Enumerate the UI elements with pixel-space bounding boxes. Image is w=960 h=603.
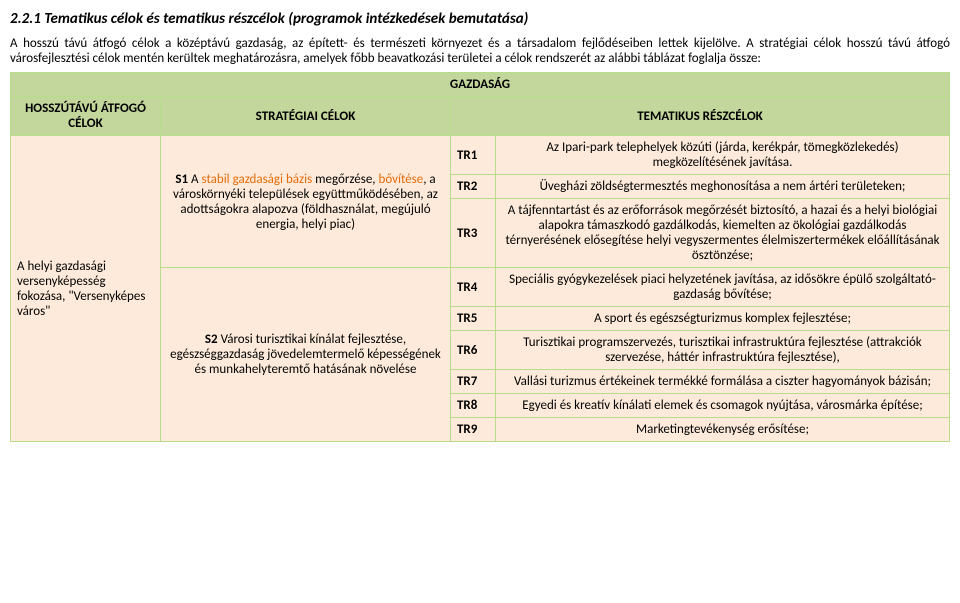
tr-code: TR8 — [451, 394, 496, 418]
goals-table: GAZDASÁG HOSSZÚTÁVÚ ÁTFOGÓ CÉLOK STRATÉG… — [10, 72, 950, 442]
tr-desc: Speciális gyógykezelések piaci helyzetén… — [496, 268, 950, 307]
long-term-goal-cell: A helyi gazdasági versenyképesség fokozá… — [11, 136, 161, 442]
section-title: 2.2.1 Tematikus célok és tematikus részc… — [10, 10, 950, 28]
s1-t1: A — [188, 172, 201, 187]
tr-code: TR3 — [451, 199, 496, 268]
s2-code: S2 — [205, 332, 218, 347]
tr-desc: Turisztikai programszervezés, turisztika… — [496, 331, 950, 370]
s1-orange2: bővítése — [378, 172, 423, 187]
strategy-s1-cell: S1 A stabil gazdasági bázis megőrzése, b… — [161, 136, 451, 268]
tr-code: TR7 — [451, 370, 496, 394]
col-head-1: HOSSZÚTÁVÚ ÁTFOGÓ CÉLOK — [11, 97, 161, 136]
tr-desc: Üvegházi zöldségtermesztés meghonosítása… — [496, 175, 950, 199]
s1-orange1: stabil gazdasági bázis — [202, 172, 313, 187]
col-head-2: STRATÉGIAI CÉLOK — [161, 97, 451, 136]
intro-paragraph: A hosszú távú átfogó célok a középtávú g… — [10, 36, 950, 66]
tr-desc: Marketingtevékenység erősítése; — [496, 418, 950, 442]
table-superheader: GAZDASÁG — [11, 73, 950, 97]
tr-desc: A tájfenntartást és az erőforrások megőr… — [496, 199, 950, 268]
tr-code: TR6 — [451, 331, 496, 370]
strategy-s2-cell: S2 Városi turisztikai kínálat fejlesztés… — [161, 268, 451, 442]
tr-code: TR2 — [451, 175, 496, 199]
tr-code: TR1 — [451, 136, 496, 175]
tr-desc: Az Ipari-park telephelyek közúti (járda,… — [496, 136, 950, 175]
tr-code: TR4 — [451, 268, 496, 307]
tr-desc: Vallási turizmus értékeinek termékké for… — [496, 370, 950, 394]
table-superheader-row: GAZDASÁG — [11, 73, 950, 97]
s1-code: S1 — [175, 172, 188, 187]
s1-t2: megőrzése, — [312, 172, 378, 187]
tr-code: TR9 — [451, 418, 496, 442]
col-head-3: TEMATIKUS RÉSZCÉLOK — [451, 97, 950, 136]
tr-code: TR5 — [451, 307, 496, 331]
tr-desc: Egyedi és kreatív kínálati elemek és cso… — [496, 394, 950, 418]
table-header-row: HOSSZÚTÁVÚ ÁTFOGÓ CÉLOK STRATÉGIAI CÉLOK… — [11, 97, 950, 136]
table-row: A helyi gazdasági versenyképesség fokozá… — [11, 136, 950, 175]
tr-desc: A sport és egészségturizmus komplex fejl… — [496, 307, 950, 331]
